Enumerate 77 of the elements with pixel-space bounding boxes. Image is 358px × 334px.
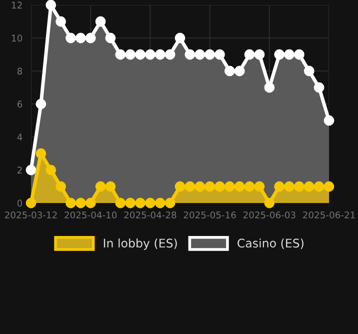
point: [125, 49, 136, 60]
point: [264, 82, 275, 93]
point: [66, 198, 76, 208]
point: [66, 32, 76, 44]
point: [26, 198, 36, 208]
point: [75, 198, 86, 208]
point: [204, 181, 216, 192]
point: [204, 49, 216, 60]
point: [135, 49, 146, 60]
point: [144, 198, 156, 208]
point: [85, 198, 96, 208]
x-tick-label: 2025-04-28: [124, 211, 176, 218]
point: [234, 66, 245, 76]
point: [214, 49, 225, 60]
point: [294, 49, 304, 60]
point: [184, 181, 196, 192]
point: [244, 181, 255, 192]
point: [224, 66, 235, 76]
x-tick-label: 2025-03-12: [5, 211, 57, 218]
point: [56, 181, 66, 192]
point: [314, 82, 324, 93]
point: [105, 181, 116, 192]
point: [174, 181, 186, 192]
point: [304, 181, 314, 192]
point: [294, 181, 304, 192]
point: [135, 198, 146, 208]
y-tick-label: 8: [17, 68, 22, 75]
point: [144, 49, 156, 60]
point: [324, 115, 334, 126]
point: [254, 49, 265, 60]
point: [26, 164, 36, 176]
y-tick-label: 0: [17, 200, 22, 207]
point: [214, 181, 225, 192]
point: [194, 49, 206, 60]
point: [164, 198, 176, 208]
point: [224, 181, 235, 192]
point: [95, 181, 106, 192]
point: [36, 98, 46, 110]
point: [75, 32, 86, 44]
point: [46, 0, 56, 10]
point: [324, 181, 334, 192]
y-tick-label: 2: [18, 166, 22, 174]
point: [154, 198, 166, 208]
point: [284, 181, 294, 192]
point: [95, 16, 106, 27]
y-tick-label: 4: [17, 134, 22, 140]
legend-label: In lobby (ES): [104, 238, 177, 250]
x-tick-label: 2025-04-10: [64, 211, 117, 218]
y-tick-label: 6: [17, 100, 22, 108]
point: [254, 181, 265, 192]
point: [314, 181, 324, 192]
point: [174, 32, 186, 44]
point: [194, 181, 206, 192]
point: [36, 148, 46, 159]
x-tick-label: 2025-06-21: [303, 211, 355, 218]
point: [274, 49, 285, 60]
point: [274, 181, 285, 192]
point: [234, 181, 245, 192]
point: [46, 164, 56, 176]
point: [244, 49, 255, 60]
legend-label: Casino (ES): [238, 238, 304, 249]
point: [264, 198, 275, 208]
point: [184, 49, 196, 60]
point: [154, 49, 166, 60]
x-tick-label: 2025-05-16: [184, 211, 236, 218]
point: [115, 49, 126, 60]
point: [125, 198, 136, 208]
point: [304, 66, 314, 76]
point: [284, 49, 294, 60]
x-tick-label: 2025-06-03: [243, 211, 296, 218]
y-tick-label: 12: [12, 2, 22, 8]
point: [115, 198, 126, 208]
point: [105, 32, 116, 44]
point: [164, 49, 176, 60]
y-tick-label: 10: [12, 34, 22, 42]
point: [85, 32, 96, 44]
point: [56, 16, 66, 27]
